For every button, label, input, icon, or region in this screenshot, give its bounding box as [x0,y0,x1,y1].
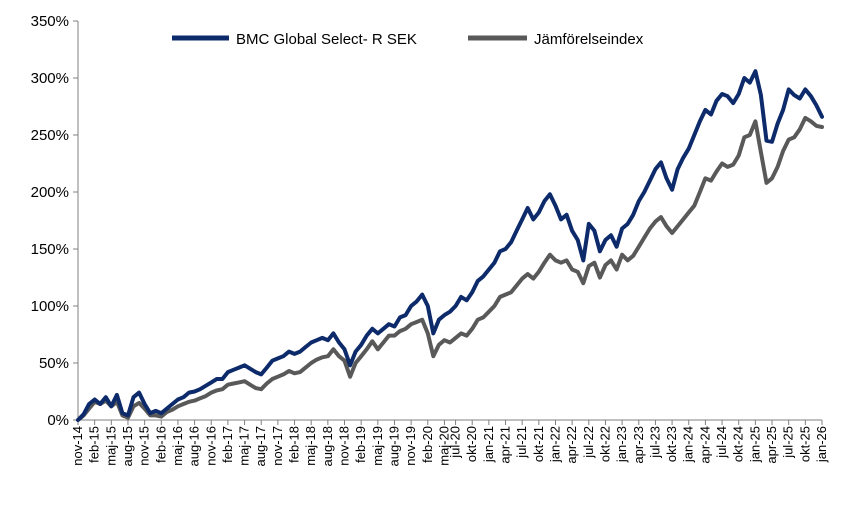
x-tick-label: feb-16 [153,426,168,463]
x-tick-label: jan-22 [547,426,562,463]
x-tick-label: apr-21 [498,426,513,464]
x-tick-label: maj-15 [103,426,118,466]
x-tick-label: apr-24 [697,426,712,464]
x-tick-label: nov-16 [203,426,218,466]
x-tick-label: jan-25 [747,426,762,463]
x-tick-label: aug-19 [386,426,401,466]
legend: BMC Global Select- R SEK Jämförelseindex [172,31,644,48]
y-tick-label: 50% [39,355,69,372]
legend-label-bmc: BMC Global Select- R SEK [236,31,417,48]
x-tick-label: okt-20 [464,426,479,462]
x-tick-label: nov-18 [337,426,352,466]
x-tick-label: maj-18 [303,426,318,466]
x-tick-label: maj-20 [436,426,451,466]
y-tick-label: 350% [31,13,69,30]
y-tick-label: 250% [31,127,69,144]
x-tick-label: okt-24 [731,426,746,462]
y-tick-label: 0% [47,412,69,429]
x-tick-label: jul-22 [581,426,596,459]
x-tick-label: feb-20 [420,426,435,463]
x-tick-label: apr-25 [764,426,779,464]
x-tick-label: nov-17 [270,426,285,466]
x-tick-label: feb-18 [287,426,302,463]
y-axis-ticks: 0% 50% 100% 150% 200% 250% 300% 350% [31,13,78,429]
x-tick-label: jul-20 [448,426,463,459]
x-tick-label: apr-23 [631,426,646,464]
legend-label-index: Jämförelseindex [534,31,644,48]
x-tick-label: nov-19 [403,426,418,466]
x-tick-label: okt-25 [797,426,812,462]
x-tick-label: nov-15 [137,426,152,466]
x-tick-label: aug-18 [320,426,335,466]
x-tick-label: maj-17 [237,426,252,466]
x-tick-label: aug-15 [120,426,135,466]
x-tick-label: aug-16 [187,426,202,466]
y-tick-label: 300% [31,70,69,87]
series-line-bmc [76,69,824,422]
x-tick-label: feb-19 [353,426,368,463]
x-tick-label: maj-16 [170,426,185,466]
x-tick-label: feb-15 [87,426,102,463]
series-line-index [76,115,824,422]
y-tick-label: 200% [31,184,69,201]
x-tick-label: apr-22 [564,426,579,464]
x-tick-label: jan-23 [614,426,629,463]
x-tick-label: aug-17 [253,426,268,466]
x-tick-label: okt-23 [664,426,679,462]
y-tick-label: 150% [31,241,69,258]
x-tick-label: okt-22 [597,426,612,462]
x-tick-label: jul-23 [647,426,662,459]
y-tick-label: 100% [31,298,69,315]
x-tick-label: feb-17 [220,426,235,463]
series-lines [76,69,824,422]
x-tick-label: jan-24 [681,426,696,463]
x-tick-label: maj-19 [370,426,385,466]
x-tick-label: okt-21 [531,426,546,462]
x-tick-label: jul-25 [781,426,796,459]
x-tick-label: jul-24 [714,426,729,459]
x-tick-label: jul-21 [514,426,529,459]
x-tick-label: jan-26 [814,426,829,463]
x-tick-label: jan-21 [481,426,496,463]
axes [77,21,822,421]
x-axis-ticks: nov-14 feb-15 maj-15 aug-15 nov-15 feb-16 maj-… [70,420,829,466]
x-tick-label: nov-14 [70,426,85,466]
